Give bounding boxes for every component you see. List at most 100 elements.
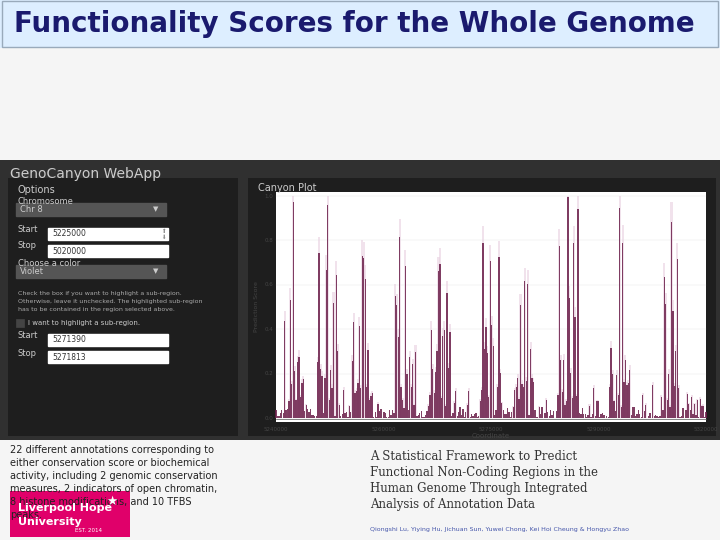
Bar bbox=[341, 414, 343, 418]
Bar bbox=[482, 244, 484, 418]
Bar bbox=[438, 256, 439, 418]
Bar bbox=[674, 387, 675, 418]
Bar bbox=[287, 409, 288, 418]
Bar bbox=[351, 355, 354, 418]
Bar bbox=[678, 388, 680, 418]
Bar bbox=[688, 403, 690, 418]
Bar bbox=[558, 228, 560, 418]
Bar bbox=[304, 411, 305, 418]
Bar bbox=[507, 408, 508, 418]
Bar bbox=[442, 336, 444, 418]
Bar bbox=[377, 403, 379, 418]
Bar bbox=[513, 388, 516, 418]
Bar bbox=[575, 317, 576, 418]
Bar bbox=[603, 415, 605, 418]
Bar bbox=[602, 413, 603, 418]
Bar bbox=[673, 383, 675, 418]
Bar bbox=[426, 411, 428, 418]
Bar bbox=[508, 413, 510, 418]
Bar bbox=[354, 390, 356, 418]
Bar bbox=[449, 333, 451, 418]
Text: Start: Start bbox=[18, 226, 38, 234]
Bar bbox=[383, 412, 384, 418]
Bar bbox=[589, 406, 590, 418]
Bar bbox=[490, 261, 491, 418]
Bar bbox=[449, 324, 451, 418]
Bar bbox=[596, 401, 598, 418]
Bar bbox=[501, 403, 503, 418]
Text: ⬆
⬇: ⬆ ⬇ bbox=[161, 228, 166, 239]
Bar bbox=[512, 406, 514, 418]
Bar bbox=[359, 317, 361, 418]
Bar bbox=[278, 416, 279, 418]
Bar bbox=[318, 253, 320, 418]
Bar bbox=[517, 379, 518, 418]
Bar bbox=[528, 415, 530, 418]
Bar bbox=[445, 404, 446, 418]
Bar bbox=[510, 417, 511, 418]
Bar bbox=[396, 305, 397, 418]
Bar bbox=[305, 404, 307, 418]
Bar bbox=[626, 382, 628, 418]
Bar bbox=[516, 387, 517, 418]
Bar bbox=[360, 388, 361, 418]
Bar bbox=[423, 417, 425, 418]
Bar bbox=[621, 407, 622, 418]
Bar bbox=[644, 403, 647, 418]
Bar bbox=[364, 279, 366, 418]
Bar bbox=[491, 325, 492, 418]
Bar bbox=[685, 410, 686, 418]
Bar bbox=[557, 395, 559, 418]
Text: ▼: ▼ bbox=[153, 268, 158, 274]
Bar bbox=[618, 196, 621, 418]
Bar bbox=[526, 381, 527, 418]
Bar bbox=[475, 413, 477, 418]
Bar bbox=[559, 355, 562, 418]
Bar bbox=[279, 413, 281, 418]
Bar bbox=[573, 244, 575, 418]
Bar bbox=[575, 394, 577, 418]
Bar bbox=[482, 226, 484, 418]
Text: 0.2: 0.2 bbox=[264, 371, 273, 376]
Bar bbox=[566, 401, 567, 418]
Bar bbox=[672, 300, 674, 418]
Bar bbox=[700, 399, 701, 418]
Bar bbox=[461, 415, 462, 418]
Text: Functional Non-Coding Regions in the: Functional Non-Coding Regions in the bbox=[370, 466, 598, 479]
Bar bbox=[477, 417, 478, 418]
Bar bbox=[577, 196, 579, 418]
Bar bbox=[472, 416, 474, 418]
Bar bbox=[592, 414, 593, 418]
Text: Liverpool Hope: Liverpool Hope bbox=[18, 503, 112, 514]
Bar bbox=[569, 298, 570, 418]
Bar bbox=[468, 390, 469, 418]
Bar bbox=[343, 390, 344, 418]
Bar bbox=[609, 387, 611, 418]
Bar bbox=[568, 286, 570, 418]
Bar bbox=[402, 398, 404, 418]
Bar bbox=[523, 387, 524, 418]
Bar bbox=[485, 327, 487, 418]
Bar bbox=[688, 404, 689, 418]
Bar bbox=[16, 265, 166, 278]
Bar bbox=[361, 240, 364, 418]
Bar bbox=[678, 385, 680, 418]
Bar bbox=[492, 346, 494, 418]
Bar bbox=[432, 364, 433, 418]
Bar bbox=[429, 395, 431, 418]
Bar bbox=[634, 407, 635, 418]
Bar bbox=[499, 369, 501, 418]
Bar bbox=[275, 410, 276, 418]
Bar bbox=[516, 374, 518, 418]
Bar bbox=[294, 366, 296, 418]
Bar bbox=[624, 382, 625, 418]
Bar bbox=[10, 491, 130, 537]
Bar bbox=[661, 397, 662, 418]
Bar bbox=[593, 388, 595, 418]
Bar bbox=[600, 414, 602, 418]
Bar bbox=[488, 397, 490, 418]
Bar bbox=[608, 384, 611, 418]
Bar bbox=[413, 404, 415, 418]
Bar bbox=[504, 414, 505, 418]
Text: I want to highlight a sub-region.: I want to highlight a sub-region. bbox=[28, 320, 140, 326]
